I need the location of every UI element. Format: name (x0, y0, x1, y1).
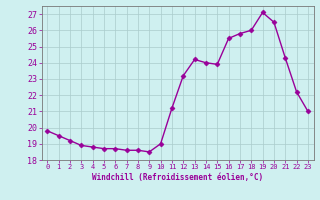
X-axis label: Windchill (Refroidissement éolien,°C): Windchill (Refroidissement éolien,°C) (92, 173, 263, 182)
